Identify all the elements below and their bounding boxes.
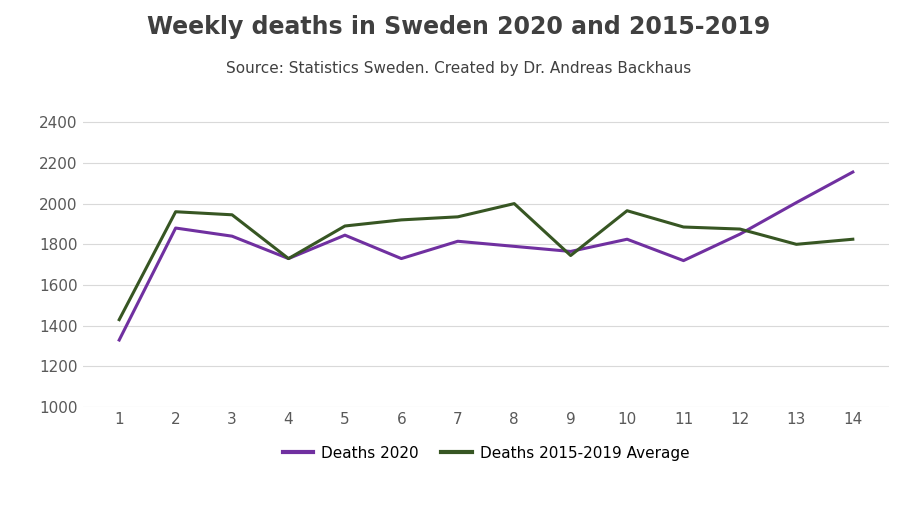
Deaths 2020 (171, 225, 182, 231)
Deaths 2015-2019 Average (790, 241, 801, 247)
Deaths 2020 (396, 256, 407, 262)
Deaths 2015-2019 Average (678, 224, 689, 230)
Deaths 2015-2019 Average (283, 256, 294, 262)
Line: Deaths 2020: Deaths 2020 (119, 172, 853, 340)
Deaths 2015-2019 Average (226, 212, 238, 218)
Deaths 2020 (509, 243, 520, 249)
Deaths 2020 (339, 232, 350, 238)
Deaths 2015-2019 Average (114, 317, 125, 323)
Deaths 2015-2019 Average (622, 208, 633, 214)
Deaths 2020 (622, 236, 633, 242)
Deaths 2020 (452, 238, 463, 244)
Text: Source: Statistics Sweden. Created by Dr. Andreas Backhaus: Source: Statistics Sweden. Created by Dr… (226, 61, 691, 76)
Legend: Deaths 2020, Deaths 2015-2019 Average: Deaths 2020, Deaths 2015-2019 Average (277, 440, 695, 467)
Deaths 2015-2019 Average (847, 236, 858, 242)
Deaths 2020 (283, 256, 294, 262)
Deaths 2015-2019 Average (339, 223, 350, 229)
Deaths 2020 (847, 169, 858, 175)
Deaths 2020 (678, 258, 689, 264)
Line: Deaths 2015-2019 Average: Deaths 2015-2019 Average (119, 204, 853, 320)
Deaths 2020 (226, 233, 238, 239)
Deaths 2015-2019 Average (452, 214, 463, 220)
Deaths 2020 (114, 337, 125, 343)
Deaths 2015-2019 Average (509, 201, 520, 207)
Deaths 2020 (790, 200, 801, 206)
Text: Weekly deaths in Sweden 2020 and 2015-2019: Weekly deaths in Sweden 2020 and 2015-20… (147, 15, 770, 39)
Deaths 2015-2019 Average (396, 217, 407, 223)
Deaths 2015-2019 Average (735, 226, 746, 232)
Deaths 2020 (565, 248, 576, 254)
Deaths 2015-2019 Average (565, 252, 576, 259)
Deaths 2020 (735, 231, 746, 237)
Deaths 2015-2019 Average (171, 209, 182, 215)
